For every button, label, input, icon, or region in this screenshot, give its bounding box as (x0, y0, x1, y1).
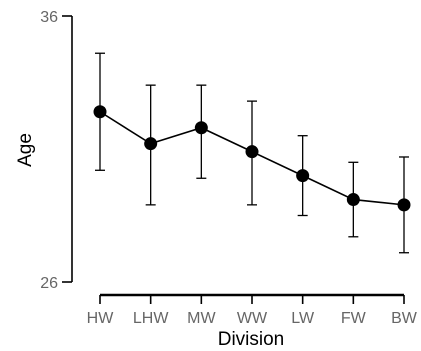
x-tick-label: FW (341, 310, 367, 327)
y-axis: 36 26 Age (15, 9, 73, 292)
x-tick-label: WW (237, 310, 268, 327)
x-tick-label: HW (87, 310, 115, 327)
y-axis-title: Age (15, 133, 36, 167)
data-point (346, 193, 360, 207)
data-point (397, 198, 411, 212)
x-tick-label: LW (291, 310, 315, 327)
y-tick-label-top: 36 (40, 9, 58, 26)
x-axis: HW LHW MW WW LW FW BW Division (87, 293, 418, 350)
data-point (296, 169, 310, 183)
data-point (194, 121, 208, 135)
y-tick-label-bottom: 26 (40, 275, 58, 292)
x-axis-title: Division (218, 329, 285, 350)
x-ticks: HW LHW MW WW LW FW BW (87, 295, 418, 327)
data-point (93, 105, 107, 119)
x-tick-label: MW (187, 310, 216, 327)
data-points (93, 105, 411, 212)
data-point (245, 145, 259, 159)
x-tick-label: LHW (133, 310, 169, 327)
x-tick-label: BW (391, 310, 418, 327)
data-point (144, 137, 158, 151)
